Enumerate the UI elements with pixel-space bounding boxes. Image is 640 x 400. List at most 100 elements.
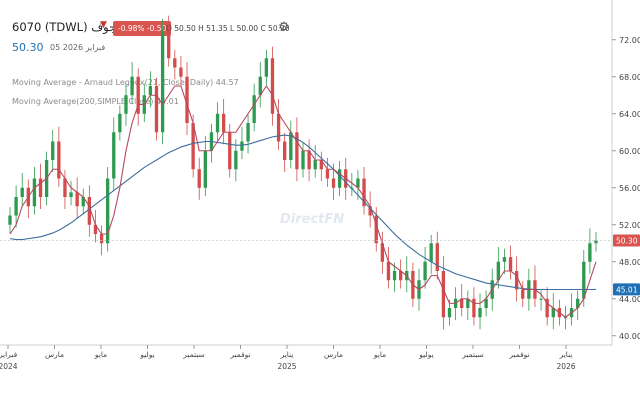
candle-body: [160, 30, 165, 133]
candle-body: [276, 113, 281, 142]
candle-body: [106, 178, 110, 244]
price-tag-label: 45.01: [616, 285, 638, 294]
candle-body: [99, 234, 104, 244]
candle-body: [124, 95, 128, 114]
x-tick-label: نوفمبر: [508, 350, 529, 359]
candle-body: [75, 192, 79, 207]
candle-body: [112, 132, 116, 179]
candle-body: [136, 76, 140, 114]
candle-body: [148, 86, 153, 96]
candle-body: [423, 261, 427, 281]
candle-body: [502, 257, 507, 262]
candle-body: [441, 271, 446, 318]
indicator-alma-value: 44.57: [215, 78, 239, 87]
candle-body: [32, 178, 37, 207]
caret-down-icon[interactable]: ▼: [100, 20, 107, 30]
candle-body: [51, 141, 55, 160]
candle-body: [8, 215, 12, 225]
candle-body: [545, 298, 549, 318]
indicator-sma-legend[interactable]: Moving Average(200,SIMPLE,Close) 45.01: [12, 97, 179, 106]
candle-body: [478, 308, 482, 318]
candle-body: [167, 30, 171, 59]
watermark: DirectFN: [280, 212, 345, 227]
candle-body: [252, 95, 256, 123]
x-tick-label: مايو: [94, 350, 107, 359]
y-tick-label: 44.00: [619, 295, 640, 304]
candle-body: [514, 271, 519, 290]
candle-body: [331, 178, 336, 188]
candle-body: [319, 160, 323, 170]
x-tick-label: سبتمبر: [182, 350, 205, 359]
candle-body: [374, 215, 378, 244]
candle-body: [295, 132, 299, 170]
candle-body: [301, 150, 305, 170]
gear-icon[interactable]: ⚙: [278, 20, 290, 35]
candle-body: [508, 257, 513, 271]
x-tick-year: 2025: [277, 362, 296, 371]
candle-body: [57, 141, 61, 179]
x-tick-label: يناير: [559, 350, 573, 359]
candle-body: [270, 58, 275, 114]
x-tick-label: فبراير: [0, 350, 18, 359]
candle-body: [362, 178, 366, 207]
y-tick-label: 72.00: [619, 36, 640, 45]
candle-body: [264, 58, 269, 77]
x-tick-label: سبتمبر: [461, 350, 484, 359]
y-tick-label: 56.00: [619, 184, 640, 193]
x-tick-year: 2024: [0, 362, 18, 371]
candle-body: [258, 76, 262, 96]
y-tick-label: 64.00: [619, 110, 640, 119]
candle-body: [484, 298, 488, 308]
candle-body: [496, 261, 500, 281]
candle-body: [234, 150, 238, 170]
y-tick-label: 40.00: [619, 332, 640, 341]
candle-body: [551, 308, 555, 318]
candle-body: [118, 113, 122, 133]
candle-body: [228, 132, 232, 170]
candle-body: [63, 178, 67, 197]
candle-body: [197, 169, 201, 188]
candle-body: [539, 298, 543, 300]
candle-body: [472, 298, 476, 318]
candle-body: [283, 141, 287, 160]
candle-body: [380, 243, 385, 262]
x-tick-label: مارس: [45, 350, 64, 359]
candle-body: [325, 169, 330, 179]
candle-body: [240, 141, 244, 151]
candle-body: [87, 197, 92, 225]
candle-body: [337, 169, 342, 188]
candle-body: [203, 150, 207, 188]
candle-body: [582, 261, 586, 299]
y-tick-label: 48.00: [619, 258, 640, 267]
candle-body: [185, 76, 189, 123]
ohlc-readout: O 50.50 H 51.35 L 50.00 C 50.30: [166, 24, 290, 33]
candle-body: [368, 206, 372, 216]
candle-body: [399, 271, 403, 281]
candle-body: [460, 298, 464, 308]
candles: [8, 15, 598, 330]
candle-body: [154, 86, 159, 133]
candle-body: [313, 160, 317, 170]
x-tick-label: يوليو: [418, 350, 433, 359]
indicator-sma-label: Moving Average(200,SIMPLE,Close): [12, 97, 154, 106]
candle-body: [521, 289, 525, 299]
candle-body: [466, 298, 470, 308]
candle-body: [576, 298, 580, 308]
x-tick-label: مايو: [373, 350, 386, 359]
candle-body: [386, 261, 391, 281]
candle-body: [81, 197, 85, 207]
candle-body: [435, 243, 439, 271]
candle-body: [307, 150, 311, 170]
candle-body: [215, 113, 220, 133]
candle-body: [179, 67, 183, 77]
sma-200-line: [9, 134, 597, 291]
indicator-alma-legend[interactable]: Moving Average - Arnaud Legoux(21, Close…: [12, 78, 239, 87]
last-date: 05 فبراير 2026: [50, 43, 106, 52]
candle-body: [289, 132, 293, 160]
candle-body: [69, 192, 73, 197]
y-tick-label: 68.00: [619, 73, 640, 82]
price-tag-sma: [613, 283, 640, 296]
x-tick-year: 2026: [556, 362, 575, 371]
indicator-alma-label: Moving Average - Arnaud Legoux(21, Close…: [12, 78, 214, 87]
